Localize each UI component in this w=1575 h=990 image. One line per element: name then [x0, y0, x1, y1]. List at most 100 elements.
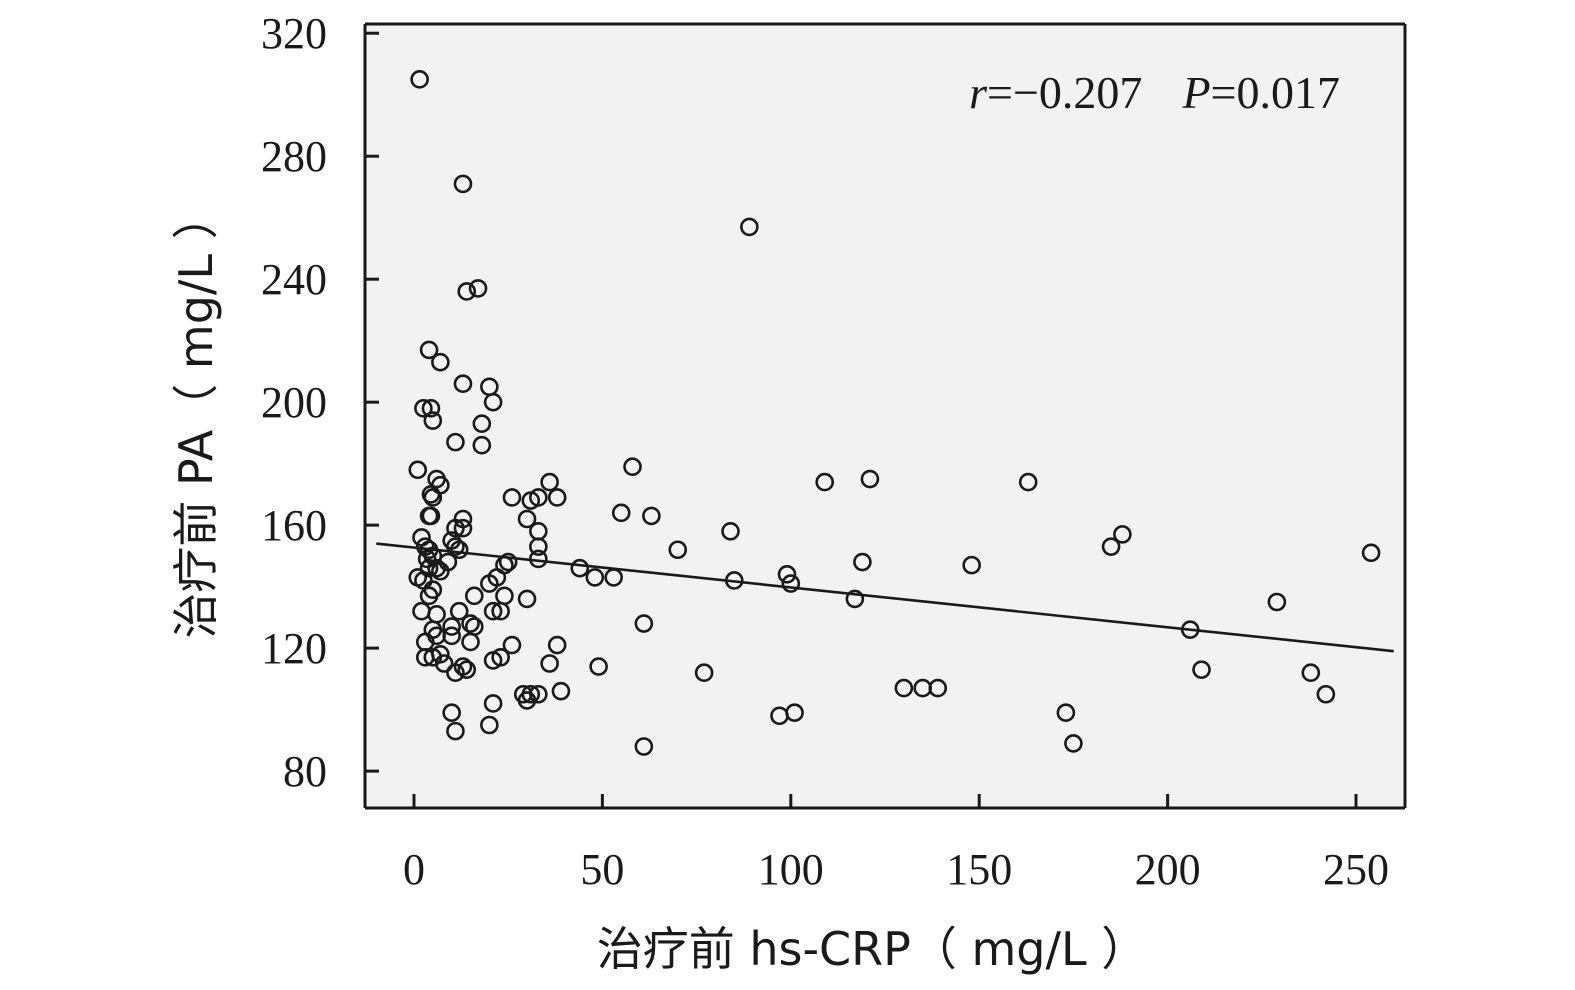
data-point — [457, 282, 477, 301]
data-point — [446, 537, 465, 556]
data-point — [431, 352, 450, 372]
data-point — [423, 488, 443, 507]
x-tick-label: 250 — [1323, 845, 1389, 894]
data-point — [431, 561, 450, 581]
data-point — [453, 174, 473, 194]
data-point — [480, 715, 499, 735]
data-point — [410, 70, 429, 89]
data-point — [446, 518, 465, 538]
data-point — [431, 644, 450, 664]
data-point — [491, 648, 510, 667]
data-point — [551, 681, 571, 701]
data-point — [529, 537, 548, 556]
data-point — [419, 340, 439, 360]
data-point — [694, 663, 714, 683]
y-tick-label: 280 — [261, 132, 327, 181]
data-point — [668, 540, 688, 560]
data-point — [464, 586, 484, 606]
data-point — [547, 488, 567, 507]
correlation-annotation: r=−0.207 P=0.017 — [969, 67, 1340, 118]
data-point — [517, 589, 537, 609]
data-point — [623, 457, 642, 477]
data-points — [408, 70, 1381, 756]
data-point — [457, 660, 477, 679]
data-point — [1301, 663, 1321, 683]
data-point — [453, 374, 473, 394]
data-point — [570, 558, 590, 578]
data-point — [529, 684, 548, 704]
data-point — [1267, 592, 1287, 612]
data-point — [453, 518, 473, 538]
data-point — [589, 657, 608, 676]
data-point — [446, 721, 465, 741]
x-tick-label: 0 — [403, 845, 425, 894]
data-point — [442, 703, 461, 722]
data-point — [724, 571, 744, 590]
data-point — [540, 654, 559, 673]
data-point — [642, 506, 661, 526]
data-point — [777, 565, 797, 584]
data-point — [634, 737, 654, 756]
annot-p-symbol: P — [1181, 67, 1210, 118]
data-point — [517, 509, 537, 529]
y-tick-label: 160 — [261, 501, 327, 550]
data-point — [414, 399, 433, 418]
data-point — [529, 488, 548, 507]
data-point — [446, 432, 465, 452]
data-point — [442, 617, 461, 636]
plot-background — [365, 24, 1405, 808]
data-point — [1316, 684, 1336, 704]
data-point — [1113, 525, 1132, 544]
data-point — [502, 488, 522, 507]
x-tick-label: 100 — [758, 845, 824, 894]
data-point — [781, 574, 801, 593]
x-axis: 0 50 100 150 200 250 — [365, 22, 1407, 894]
data-point — [423, 411, 443, 430]
data-point — [491, 601, 510, 621]
data-point — [785, 703, 804, 722]
data-point — [860, 469, 880, 489]
data-point — [721, 521, 740, 541]
data-point — [540, 472, 559, 492]
data-point — [423, 580, 443, 600]
data-point — [1180, 620, 1200, 639]
data-point — [461, 614, 480, 633]
data-point — [815, 472, 835, 492]
data-point — [461, 632, 480, 652]
y-tick-label: 320 — [261, 9, 327, 58]
data-point — [604, 568, 623, 587]
data-point — [423, 546, 443, 566]
data-point — [487, 568, 507, 587]
x-axis-title: 治疗前 hs-CRP（ mg/L ） — [597, 922, 1148, 976]
data-point — [634, 614, 654, 633]
data-point — [611, 503, 631, 523]
y-axis: 80 120 160 200 240 280 320 — [261, 9, 379, 808]
y-axis-title: 治疗前 PA（ mg/L ） — [169, 193, 223, 638]
data-point — [434, 654, 454, 673]
data-point — [894, 678, 914, 698]
data-point — [449, 540, 469, 560]
data-point — [408, 460, 428, 480]
y-tick-label: 200 — [261, 378, 327, 427]
annot-r-symbol: r — [969, 67, 988, 118]
data-point — [498, 552, 518, 572]
data-point — [1101, 537, 1121, 556]
data-point — [472, 435, 492, 455]
data-point — [483, 601, 503, 621]
data-point — [502, 635, 522, 655]
data-point — [529, 549, 548, 569]
data-point — [421, 399, 441, 418]
annot-r-value: =−0.207 — [987, 67, 1142, 118]
y-tick-label: 240 — [261, 255, 327, 304]
data-point — [1018, 472, 1038, 492]
data-point — [585, 568, 605, 587]
x-tick-label: 50 — [580, 845, 624, 894]
data-point — [845, 589, 865, 609]
data-point — [928, 678, 948, 698]
y-tick-label: 80 — [283, 747, 327, 796]
data-point — [453, 657, 473, 676]
data-point — [483, 694, 503, 713]
data-point — [449, 601, 469, 621]
data-point — [472, 414, 492, 433]
